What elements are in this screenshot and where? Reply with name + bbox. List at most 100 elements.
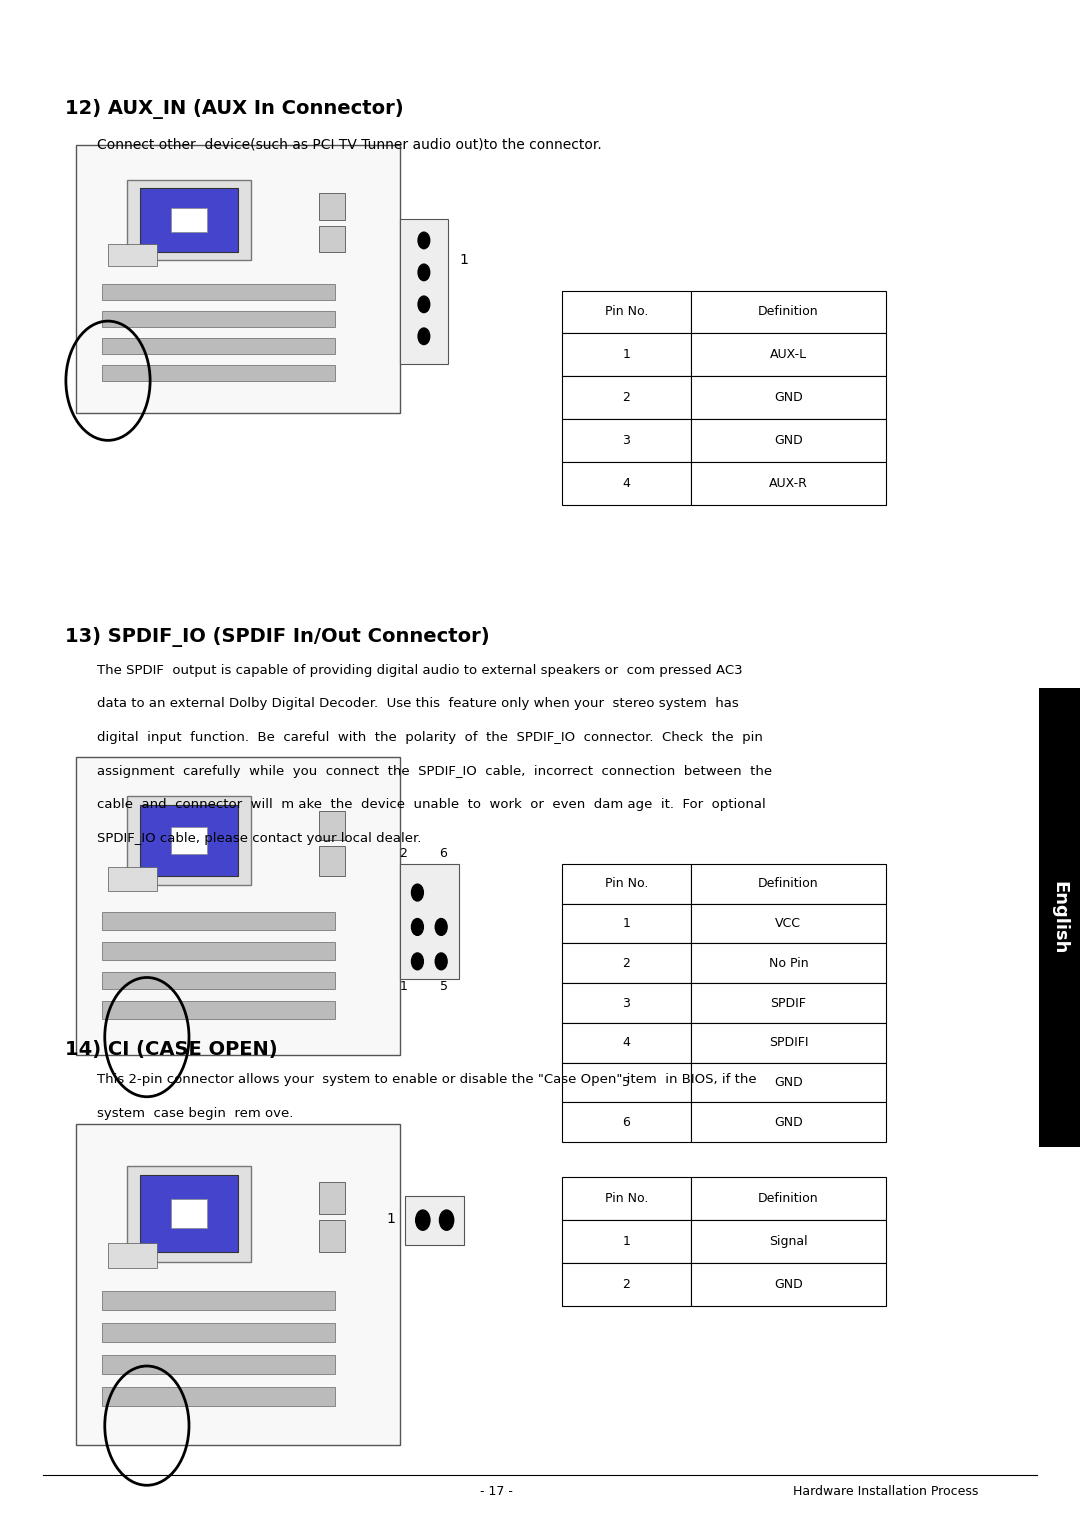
Text: 4: 4 — [622, 477, 631, 489]
Bar — [319, 193, 345, 220]
Text: AUX-R: AUX-R — [769, 477, 808, 489]
Text: 1: 1 — [622, 917, 631, 930]
Text: - 17 -: - 17 - — [481, 1485, 513, 1498]
Bar — [562, 333, 691, 376]
Text: 6: 6 — [440, 847, 447, 859]
Bar — [102, 1355, 335, 1375]
Bar — [562, 1102, 691, 1142]
Circle shape — [418, 329, 430, 344]
Bar — [102, 364, 335, 381]
Bar — [102, 312, 335, 327]
Bar — [562, 291, 691, 333]
Text: 5: 5 — [622, 1076, 631, 1089]
Bar — [102, 284, 335, 300]
Text: assignment  carefully  while  you  connect  the  SPDIF_IO  cable,  incorrect  co: assignment carefully while you connect t… — [97, 764, 772, 778]
Bar — [102, 1387, 335, 1407]
Text: 3: 3 — [622, 997, 631, 1009]
Circle shape — [411, 953, 423, 969]
Text: Hardware Installation Process: Hardware Installation Process — [793, 1485, 978, 1498]
Bar — [102, 942, 335, 960]
Bar — [691, 291, 886, 333]
Bar — [691, 864, 886, 904]
Bar — [139, 188, 239, 252]
Text: Pin No.: Pin No. — [605, 306, 648, 318]
Text: 6: 6 — [622, 1116, 631, 1128]
Bar — [319, 1220, 345, 1252]
Text: GND: GND — [774, 1076, 802, 1089]
Bar — [139, 804, 239, 876]
Text: Definition: Definition — [758, 306, 819, 318]
Bar — [691, 1177, 886, 1220]
Bar — [562, 1263, 691, 1306]
Text: GND: GND — [774, 1116, 802, 1128]
Circle shape — [435, 919, 447, 936]
Bar — [102, 338, 335, 355]
Text: GND: GND — [774, 391, 802, 404]
Bar — [691, 1263, 886, 1306]
Text: Definition: Definition — [758, 878, 819, 890]
Text: 2: 2 — [400, 847, 407, 859]
Bar — [127, 1165, 251, 1261]
Bar — [562, 462, 691, 505]
Bar — [319, 226, 345, 252]
Bar — [102, 911, 335, 930]
Text: 14) CI (CASE OPEN): 14) CI (CASE OPEN) — [65, 1040, 278, 1058]
Text: This 2-pin connector allows your  system to enable or disable the "Case Open" it: This 2-pin connector allows your system … — [97, 1073, 757, 1087]
Bar — [691, 462, 886, 505]
Bar — [691, 943, 886, 983]
Text: AUX-L: AUX-L — [770, 349, 807, 361]
Bar — [691, 1063, 886, 1102]
Circle shape — [416, 1209, 430, 1231]
Bar — [171, 827, 207, 853]
Circle shape — [411, 884, 423, 901]
Bar — [127, 180, 251, 260]
Bar — [691, 1023, 886, 1063]
Bar — [691, 419, 886, 462]
Text: SPDIF: SPDIF — [770, 997, 807, 1009]
Text: GND: GND — [774, 1278, 802, 1290]
Text: VCC: VCC — [775, 917, 801, 930]
Text: 13) SPDIF_IO (SPDIF In/Out Connector): 13) SPDIF_IO (SPDIF In/Out Connector) — [65, 627, 489, 647]
Text: digital  input  function.  Be  careful  with  the  polarity  of  the  SPDIF_IO  : digital input function. Be careful with … — [97, 731, 764, 745]
Text: 1: 1 — [622, 349, 631, 361]
Text: 12) AUX_IN (AUX In Connector): 12) AUX_IN (AUX In Connector) — [65, 99, 404, 119]
Text: English: English — [1051, 881, 1068, 954]
Bar — [562, 864, 691, 904]
Bar — [139, 1176, 239, 1252]
Bar — [102, 1001, 335, 1020]
Text: No Pin: No Pin — [769, 957, 808, 969]
Circle shape — [440, 1209, 454, 1231]
Bar — [76, 145, 400, 413]
Bar — [319, 1182, 345, 1214]
Bar — [562, 1177, 691, 1220]
Bar — [691, 904, 886, 943]
Bar — [400, 864, 459, 979]
Text: 2: 2 — [622, 1278, 631, 1290]
Bar — [562, 983, 691, 1023]
Bar — [562, 376, 691, 419]
Text: data to an external Dolby Digital Decoder.  Use this  feature only when your  st: data to an external Dolby Digital Decode… — [97, 697, 739, 711]
Text: cable  and  connector  will  m ake  the  device  unable  to  work  or  even  dam: cable and connector will m ake the devic… — [97, 798, 766, 812]
Bar — [691, 1220, 886, 1263]
Circle shape — [418, 297, 430, 312]
Bar — [102, 1323, 335, 1342]
Bar — [102, 1290, 335, 1310]
Text: SPDIFI: SPDIFI — [769, 1037, 808, 1049]
Bar — [562, 943, 691, 983]
Bar — [691, 333, 886, 376]
Circle shape — [435, 953, 447, 969]
Bar — [171, 1199, 207, 1228]
Bar — [691, 1102, 886, 1142]
Bar — [562, 1220, 691, 1263]
Text: Signal: Signal — [769, 1235, 808, 1248]
Text: 1: 1 — [459, 252, 468, 268]
Text: 4: 4 — [622, 1037, 631, 1049]
Bar — [108, 867, 157, 891]
Bar — [102, 971, 335, 989]
Bar — [76, 1124, 400, 1445]
Text: Definition: Definition — [758, 1193, 819, 1205]
Bar — [400, 219, 448, 364]
Text: 1: 1 — [400, 980, 407, 992]
Bar — [691, 376, 886, 419]
Text: The SPDIF  output is capable of providing digital audio to external speakers or : The SPDIF output is capable of providing… — [97, 664, 743, 677]
